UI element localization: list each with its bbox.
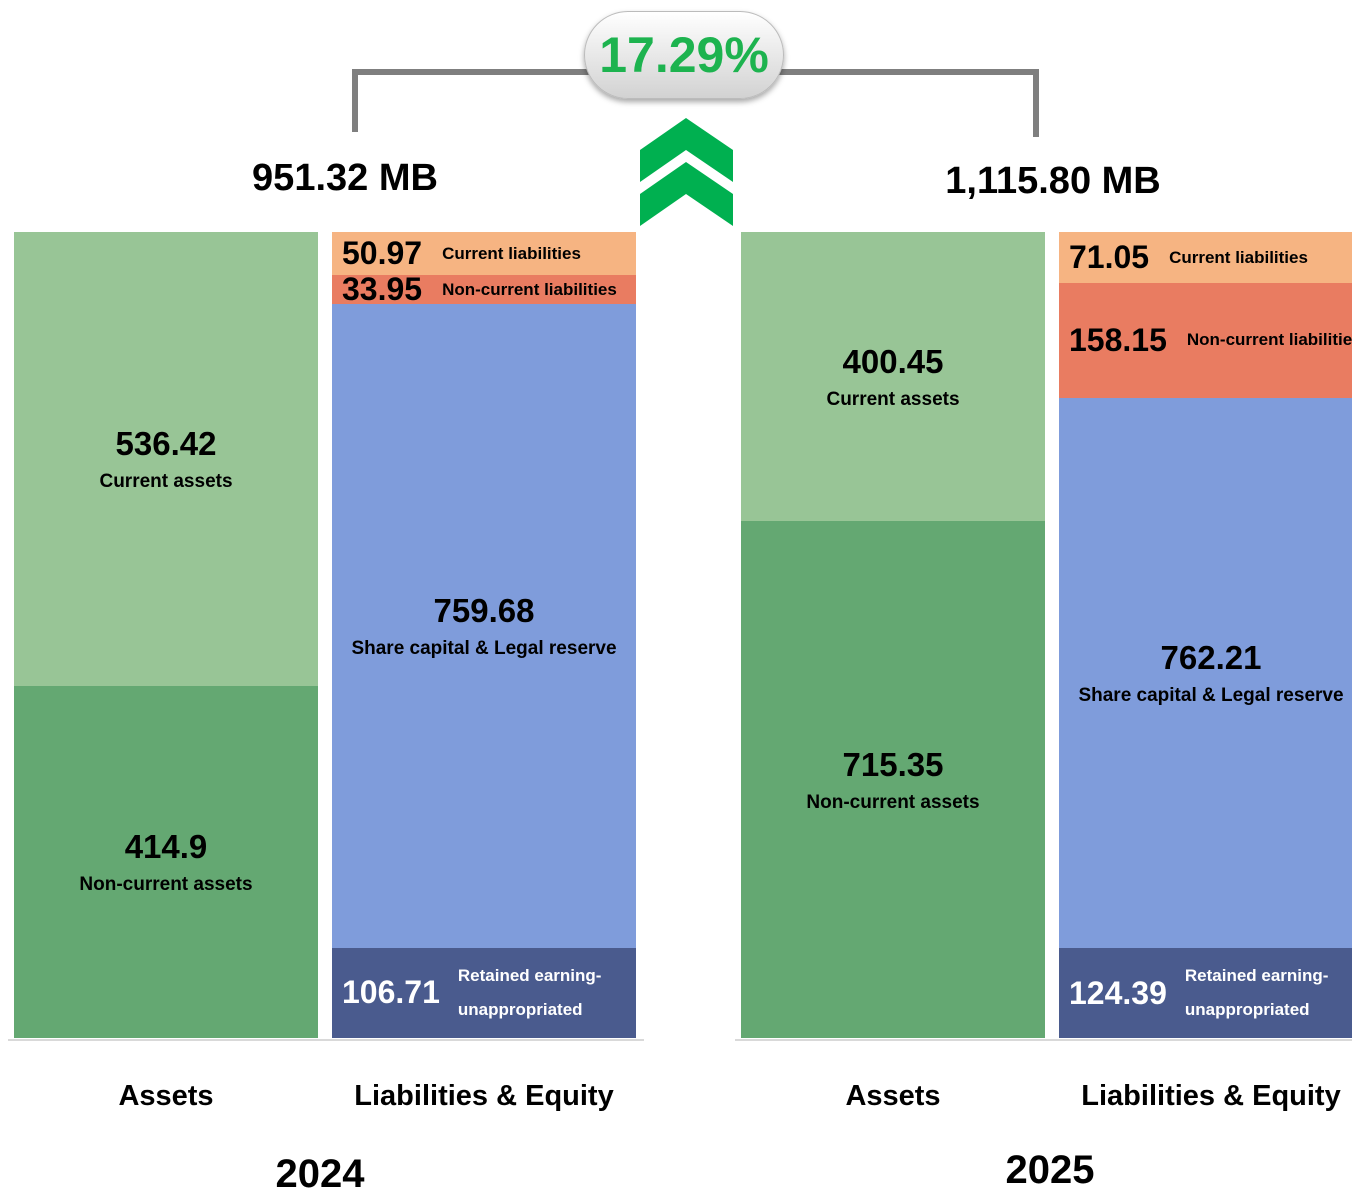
- bar-segment: 715.35 Non-current assets: [741, 521, 1045, 1038]
- segment-name: Current liabilities: [1169, 247, 1308, 267]
- value-label: 762.21: [1160, 638, 1262, 676]
- panel-total: 951.32 MB: [252, 157, 438, 199]
- value-label: 33.95: [342, 275, 423, 304]
- segment-name: Retained earning-unappropriated: [1184, 966, 1329, 1020]
- baseline: [735, 1039, 1352, 1041]
- segment-name: Current assets: [99, 471, 233, 493]
- segment-name: Share capital & Legal reserve: [351, 637, 617, 659]
- year-label: 2024: [275, 1152, 365, 1192]
- bar-segment: 759.68 Share capital & Legal reserve: [332, 303, 636, 948]
- bar-segment: 400.45 Current assets: [741, 232, 1045, 522]
- bar-segment: 50.97 Current liabilities: [332, 232, 636, 276]
- value-label: 50.97: [342, 235, 423, 272]
- value-label: 759.68: [433, 591, 535, 629]
- segment-name: Non-current liabilities: [442, 279, 617, 299]
- value-label: 124.39: [1069, 974, 1167, 1011]
- bar-segment: 762.21 Share capital & Legal reserve: [1059, 397, 1352, 949]
- value-label: 400.45: [842, 342, 944, 380]
- bar-segment: 124.39 Retained earning-unappropriated: [1059, 948, 1352, 1038]
- baseline: [8, 1039, 644, 1041]
- value-label: 106.71: [342, 974, 440, 1011]
- bar-segment: 106.71 Retained earning-unappropriated: [332, 947, 636, 1038]
- segment-name: Non-current assets: [806, 791, 980, 813]
- value-label: 71.05: [1069, 239, 1150, 276]
- bar-segment: 536.42 Current assets: [14, 232, 318, 687]
- up-chevron: [640, 162, 733, 226]
- value-label: 715.35: [842, 745, 944, 783]
- bar-segment: 33.95 Non-current liabilities: [332, 275, 636, 304]
- x-tick-label: Assets: [845, 1080, 941, 1112]
- value-label: 536.42: [115, 425, 217, 463]
- year-label: 2025: [1005, 1148, 1095, 1192]
- bar-segment: 158.15 Non-current liabilities: [1059, 283, 1352, 398]
- x-tick-label: Liabilities & Equity: [1081, 1080, 1341, 1112]
- segment-name: Non-current assets: [79, 874, 253, 896]
- up-chevron: [640, 118, 733, 182]
- segment-name: Retained earning-unappropriated: [457, 965, 602, 1019]
- value-label: 158.15: [1069, 321, 1167, 358]
- growth-badge: 17.29%: [584, 11, 784, 99]
- value-label: 414.9: [124, 828, 208, 866]
- segment-name: Share capital & Legal reserve: [1078, 684, 1344, 706]
- segment-name: Current liabilities: [442, 243, 581, 263]
- segment-name: Current assets: [826, 388, 960, 410]
- panel-total: 1,115.80 MB: [945, 160, 1161, 202]
- bar-segment: 414.9 Non-current assets: [14, 686, 318, 1038]
- x-tick-label: Liabilities & Equity: [354, 1080, 614, 1112]
- segment-name: Non-current liabilities: [1186, 330, 1352, 350]
- bar-segment: 71.05 Current liabilities: [1059, 232, 1352, 284]
- x-tick-label: Assets: [118, 1080, 214, 1112]
